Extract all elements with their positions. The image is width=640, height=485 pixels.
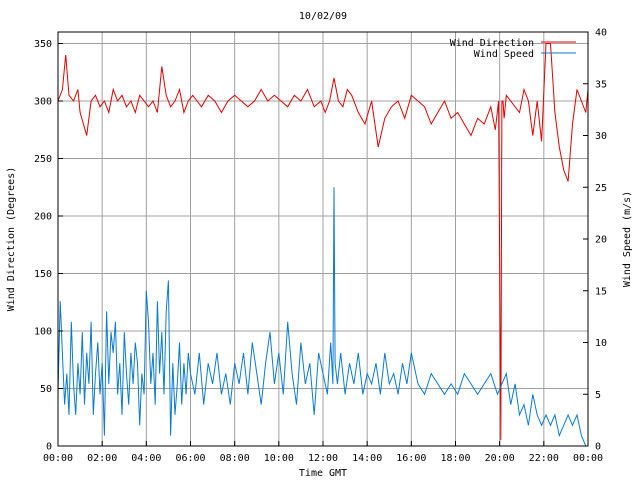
left-axis-ticks: 0 50 100 150 200 250 300 350 xyxy=(34,39,63,453)
right-tick-label: 10 xyxy=(595,338,607,349)
x-tick-label: 20:00 xyxy=(485,453,515,464)
left-tick-label: 100 xyxy=(34,327,52,338)
left-tick-label: 200 xyxy=(34,212,52,223)
series-line-wind-direction xyxy=(57,43,589,441)
left-axis-label: Wind Direction (Degrees) xyxy=(6,167,17,312)
legend: Wind Direction Wind Speed xyxy=(450,38,576,60)
right-tick-label: 0 xyxy=(595,442,601,453)
x-tick-label: 18:00 xyxy=(440,453,470,464)
x-tick-label: 00:00 xyxy=(43,453,73,464)
right-tick-label: 5 xyxy=(595,390,601,401)
left-tick-label: 300 xyxy=(34,97,52,108)
right-tick-label: 20 xyxy=(595,235,607,246)
x-tick-label: 04:00 xyxy=(131,453,161,464)
right-tick-label: 25 xyxy=(595,183,607,194)
x-tick-label: 08:00 xyxy=(220,453,250,464)
right-tick-label: 35 xyxy=(595,79,607,90)
right-tick-label: 40 xyxy=(595,28,607,39)
x-tick-label: 22:00 xyxy=(529,453,559,464)
x-axis-label: Time GMT xyxy=(299,468,347,479)
legend-label-wind-direction: Wind Direction xyxy=(450,38,534,49)
x-axis-ticks: 00:00 02:00 04:00 06:00 08:00 10:00 12:00 14:00… xyxy=(43,441,603,464)
left-tick-label: 250 xyxy=(34,154,52,165)
right-axis-ticks: 0 5 10 15 20 25 30 35 40 xyxy=(583,28,607,453)
x-tick-label: 16:00 xyxy=(396,453,426,464)
x-tick-label: 10:00 xyxy=(264,453,294,464)
x-tick-label: 14:00 xyxy=(352,453,382,464)
left-tick-label: 350 xyxy=(34,39,52,50)
right-tick-label: 30 xyxy=(595,131,607,142)
x-tick-label: 12:00 xyxy=(308,453,338,464)
left-tick-label: 50 xyxy=(40,384,52,395)
x-tick-label: 00:00 xyxy=(573,453,603,464)
left-tick-label: 0 xyxy=(46,442,52,453)
series-line-wind-speed xyxy=(57,187,587,447)
legend-label-wind-speed: Wind Speed xyxy=(474,49,534,60)
right-tick-label: 15 xyxy=(595,286,607,297)
left-tick-label: 150 xyxy=(34,269,52,280)
right-axis-label: Wind Speed (m/s) xyxy=(622,191,633,287)
series-lines xyxy=(57,43,589,447)
x-tick-label: 06:00 xyxy=(175,453,205,464)
chart-title: 10/02/09 xyxy=(299,11,347,22)
x-tick-label: 02:00 xyxy=(87,453,117,464)
